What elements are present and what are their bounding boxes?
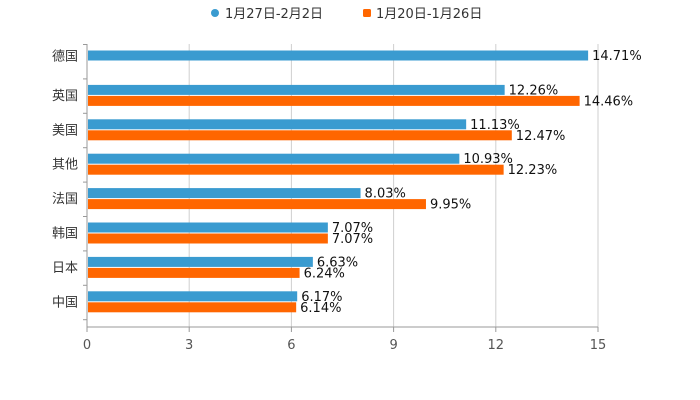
- category-label-6: 日本: [52, 261, 78, 276]
- category-label-5: 韩国: [52, 227, 78, 242]
- data-label-1-7: 6.14%: [300, 301, 341, 316]
- bar-1-5: [88, 233, 328, 244]
- bar-1-2: [88, 130, 512, 141]
- data-label-0-7: 6.17%: [301, 290, 342, 305]
- data-labels: 14.71% 12.26% 14.46% 11.13%12.47%10.93%12.2…: [300, 49, 642, 316]
- data-label-0-5: 7.07%: [332, 221, 373, 236]
- data-label-0-3: 10.93%: [463, 152, 513, 167]
- x-tick-label-3: 9: [389, 338, 397, 353]
- category-label-3: 其他: [52, 158, 78, 173]
- legend-marker-0: [211, 9, 219, 17]
- data-label-1-1: 14.46%: [584, 94, 634, 109]
- x-tick-label-2: 6: [287, 338, 295, 353]
- bar-1-6: [88, 267, 300, 278]
- legend-label-0: 1月27日-2月2日: [225, 7, 323, 22]
- x-tick-label-4: 12: [488, 338, 505, 353]
- data-label-0-2: 11.13%: [470, 118, 520, 133]
- data-label-1-5: 7.07%: [332, 232, 373, 247]
- bar-0-1: [88, 84, 505, 95]
- category-label-0: 德国: [52, 50, 78, 65]
- bar-0-7: [88, 291, 298, 302]
- tick-labels: 0 3 6 9 12 15: [83, 338, 606, 353]
- bar-1-3: [88, 164, 504, 175]
- data-label-1-3: 12.23%: [508, 163, 558, 178]
- bar-1-7: [88, 302, 297, 313]
- data-label-1-4: 9.95%: [430, 198, 471, 213]
- bar-0-6: [88, 256, 313, 267]
- data-label-1-2: 12.47%: [516, 129, 566, 144]
- legend-marker-1: [363, 9, 371, 17]
- bars: [88, 50, 589, 313]
- category-label-7: 中国: [52, 295, 78, 310]
- data-label-1-6: 6.24%: [304, 266, 345, 281]
- data-label-0-4: 8.03%: [365, 187, 406, 202]
- axes: [83, 44, 599, 332]
- bar-0-3: [88, 153, 460, 164]
- data-label-0-0: 14.71%: [592, 49, 642, 64]
- legend-label-1: 1月20日-1月26日: [376, 7, 482, 22]
- bar-0-0: [88, 50, 589, 61]
- data-label-0-6: 6.63%: [317, 255, 358, 270]
- category-label-2: 美国: [52, 123, 78, 138]
- bar-0-5: [88, 222, 328, 233]
- legend: 1月27日-2月2日 1月20日-1月26日: [211, 7, 482, 22]
- bar-0-4: [88, 188, 361, 199]
- x-tick-label-5: 15: [590, 338, 607, 353]
- x-tick-label-1: 3: [185, 338, 193, 353]
- data-label-0-1: 12.26%: [509, 83, 559, 98]
- bar-1-1: [88, 95, 580, 106]
- bar-1-4: [88, 199, 426, 210]
- category-label-1: 英国: [52, 89, 78, 104]
- category-label-4: 法国: [52, 192, 78, 207]
- bar-0-2: [88, 119, 467, 130]
- x-tick-label-0: 0: [83, 338, 91, 353]
